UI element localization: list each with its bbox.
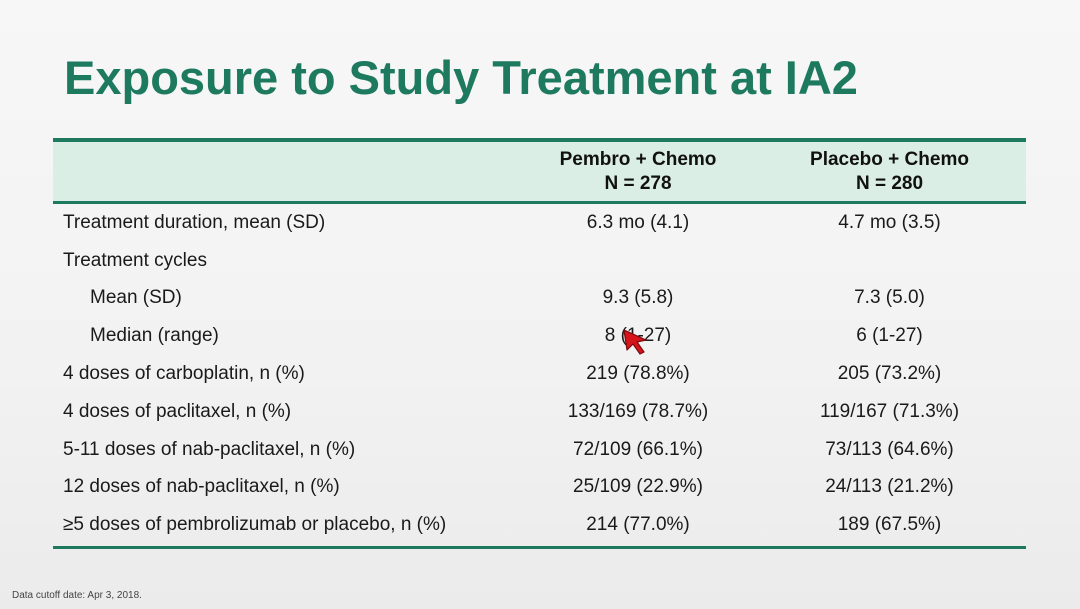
- mouse-pointer-icon: [623, 329, 647, 355]
- placebo-value: 73/113 (64.6%): [825, 438, 954, 460]
- header-empty-cell: [53, 142, 523, 201]
- table-bottom-rule: [53, 546, 1026, 550]
- row-label: 4 doses of paclitaxel, n (%): [63, 400, 292, 422]
- table-header-row: Pembro + Chemo N = 278 Placebo + Chemo N…: [53, 142, 1026, 204]
- table-row: Treatment duration, mean (SD) 6.3 mo (4.…: [53, 204, 1026, 242]
- table-row: 5-11 doses of nab-paclitaxel, n (%) 72/1…: [53, 431, 1026, 469]
- pembro-value: 214 (77.0%): [586, 514, 690, 536]
- exposure-table: Pembro + Chemo N = 278 Placebo + Chemo N…: [53, 138, 1026, 550]
- slide-title: Exposure to Study Treatment at IA2: [64, 51, 858, 104]
- data-cutoff-footnote: Data cutoff date: Apr 3, 2018.: [12, 590, 142, 601]
- pembro-value: 133/169 (78.7%): [567, 400, 709, 422]
- header-pembro-chemo: Pembro + Chemo N = 278: [523, 142, 753, 201]
- header-placebo-arm: Placebo + Chemo: [810, 148, 969, 170]
- pembro-value: 219 (78.8%): [586, 363, 690, 385]
- placebo-value: 189 (67.5%): [837, 514, 942, 536]
- placebo-value: 205 (73.2%): [837, 363, 942, 385]
- table-row: 4 doses of carboplatin, n (%) 219 (78.8%…: [53, 355, 1026, 393]
- row-label: 12 doses of nab-paclitaxel, n (%): [63, 476, 340, 498]
- row-label: Mean (SD): [90, 287, 182, 309]
- placebo-value: 24/113 (21.2%): [825, 476, 954, 498]
- row-label: ≥5 doses of pembrolizumab or placebo, n …: [63, 514, 447, 536]
- row-label: 4 doses of carboplatin, n (%): [63, 363, 305, 385]
- table-row: Median (range) 8 (1-27) 6 (1-27): [53, 317, 1026, 355]
- pembro-value: 9.3 (5.8): [602, 287, 674, 309]
- header-pembro-n: N = 278: [604, 172, 672, 194]
- row-label: Treatment cycles: [63, 249, 207, 271]
- table-row: Mean (SD) 9.3 (5.8) 7.3 (5.0): [53, 280, 1026, 318]
- placebo-value: 119/167 (71.3%): [819, 400, 960, 422]
- pembro-value: 72/109 (66.1%): [573, 438, 703, 460]
- pembro-value: 6.3 mo (4.1): [586, 211, 690, 233]
- row-label: Median (range): [90, 325, 219, 347]
- row-label: 5-11 doses of nab-paclitaxel, n (%): [63, 438, 356, 460]
- placebo-value: 6 (1-27): [856, 325, 923, 347]
- table-row: ≥5 doses of pembrolizumab or placebo, n …: [53, 506, 1026, 544]
- placebo-value: 4.7 mo (3.5): [838, 211, 941, 233]
- table-row: Treatment cycles: [53, 242, 1026, 280]
- header-placebo-n: N = 280: [855, 172, 924, 194]
- row-label: Treatment duration, mean (SD): [63, 211, 326, 233]
- header-pembro-arm: Pembro + Chemo: [559, 148, 717, 170]
- table-row: 12 doses of nab-paclitaxel, n (%) 25/109…: [53, 469, 1026, 507]
- pembro-value: 25/109 (22.9%): [573, 476, 703, 498]
- placebo-value: 7.3 (5.0): [854, 287, 925, 309]
- table-row: 4 doses of paclitaxel, n (%) 133/169 (78…: [53, 393, 1026, 431]
- table-top-rule: [53, 138, 1026, 142]
- header-placebo-chemo: Placebo + Chemo N = 280: [753, 142, 1026, 201]
